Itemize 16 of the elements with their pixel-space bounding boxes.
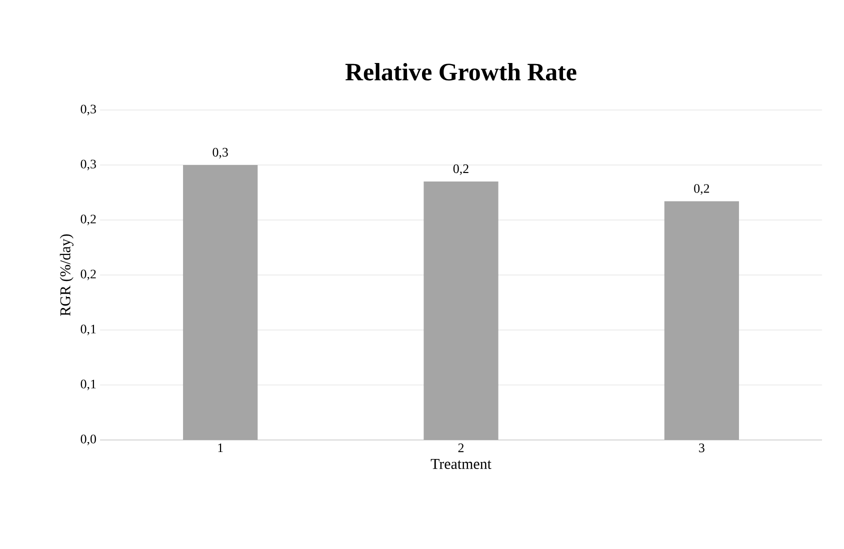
y-tick-label: 0,2: [80, 214, 96, 226]
chart-title: Relative Growth Rate: [345, 62, 576, 80]
data-label: 0,3: [212, 148, 228, 158]
data-label: 0,2: [453, 164, 468, 175]
y-tick-label: 0,1: [80, 380, 96, 390]
y-tick-label: 0,1: [80, 324, 96, 336]
x-axis-title: Treatment: [430, 459, 492, 469]
x-tick-label: 2: [458, 444, 464, 452]
y-tick-label: 0,0: [80, 434, 96, 446]
y-tick-label: 0,3: [80, 160, 96, 170]
y-axis-title: RGR (%/day): [60, 234, 74, 316]
x-tick-label: 3: [699, 444, 704, 452]
y-tick-label: 0,2: [80, 270, 96, 280]
data-label: 0,2: [694, 184, 710, 195]
y-tick-label: 0,3: [80, 104, 96, 116]
x-tick-label: 1: [218, 444, 223, 452]
